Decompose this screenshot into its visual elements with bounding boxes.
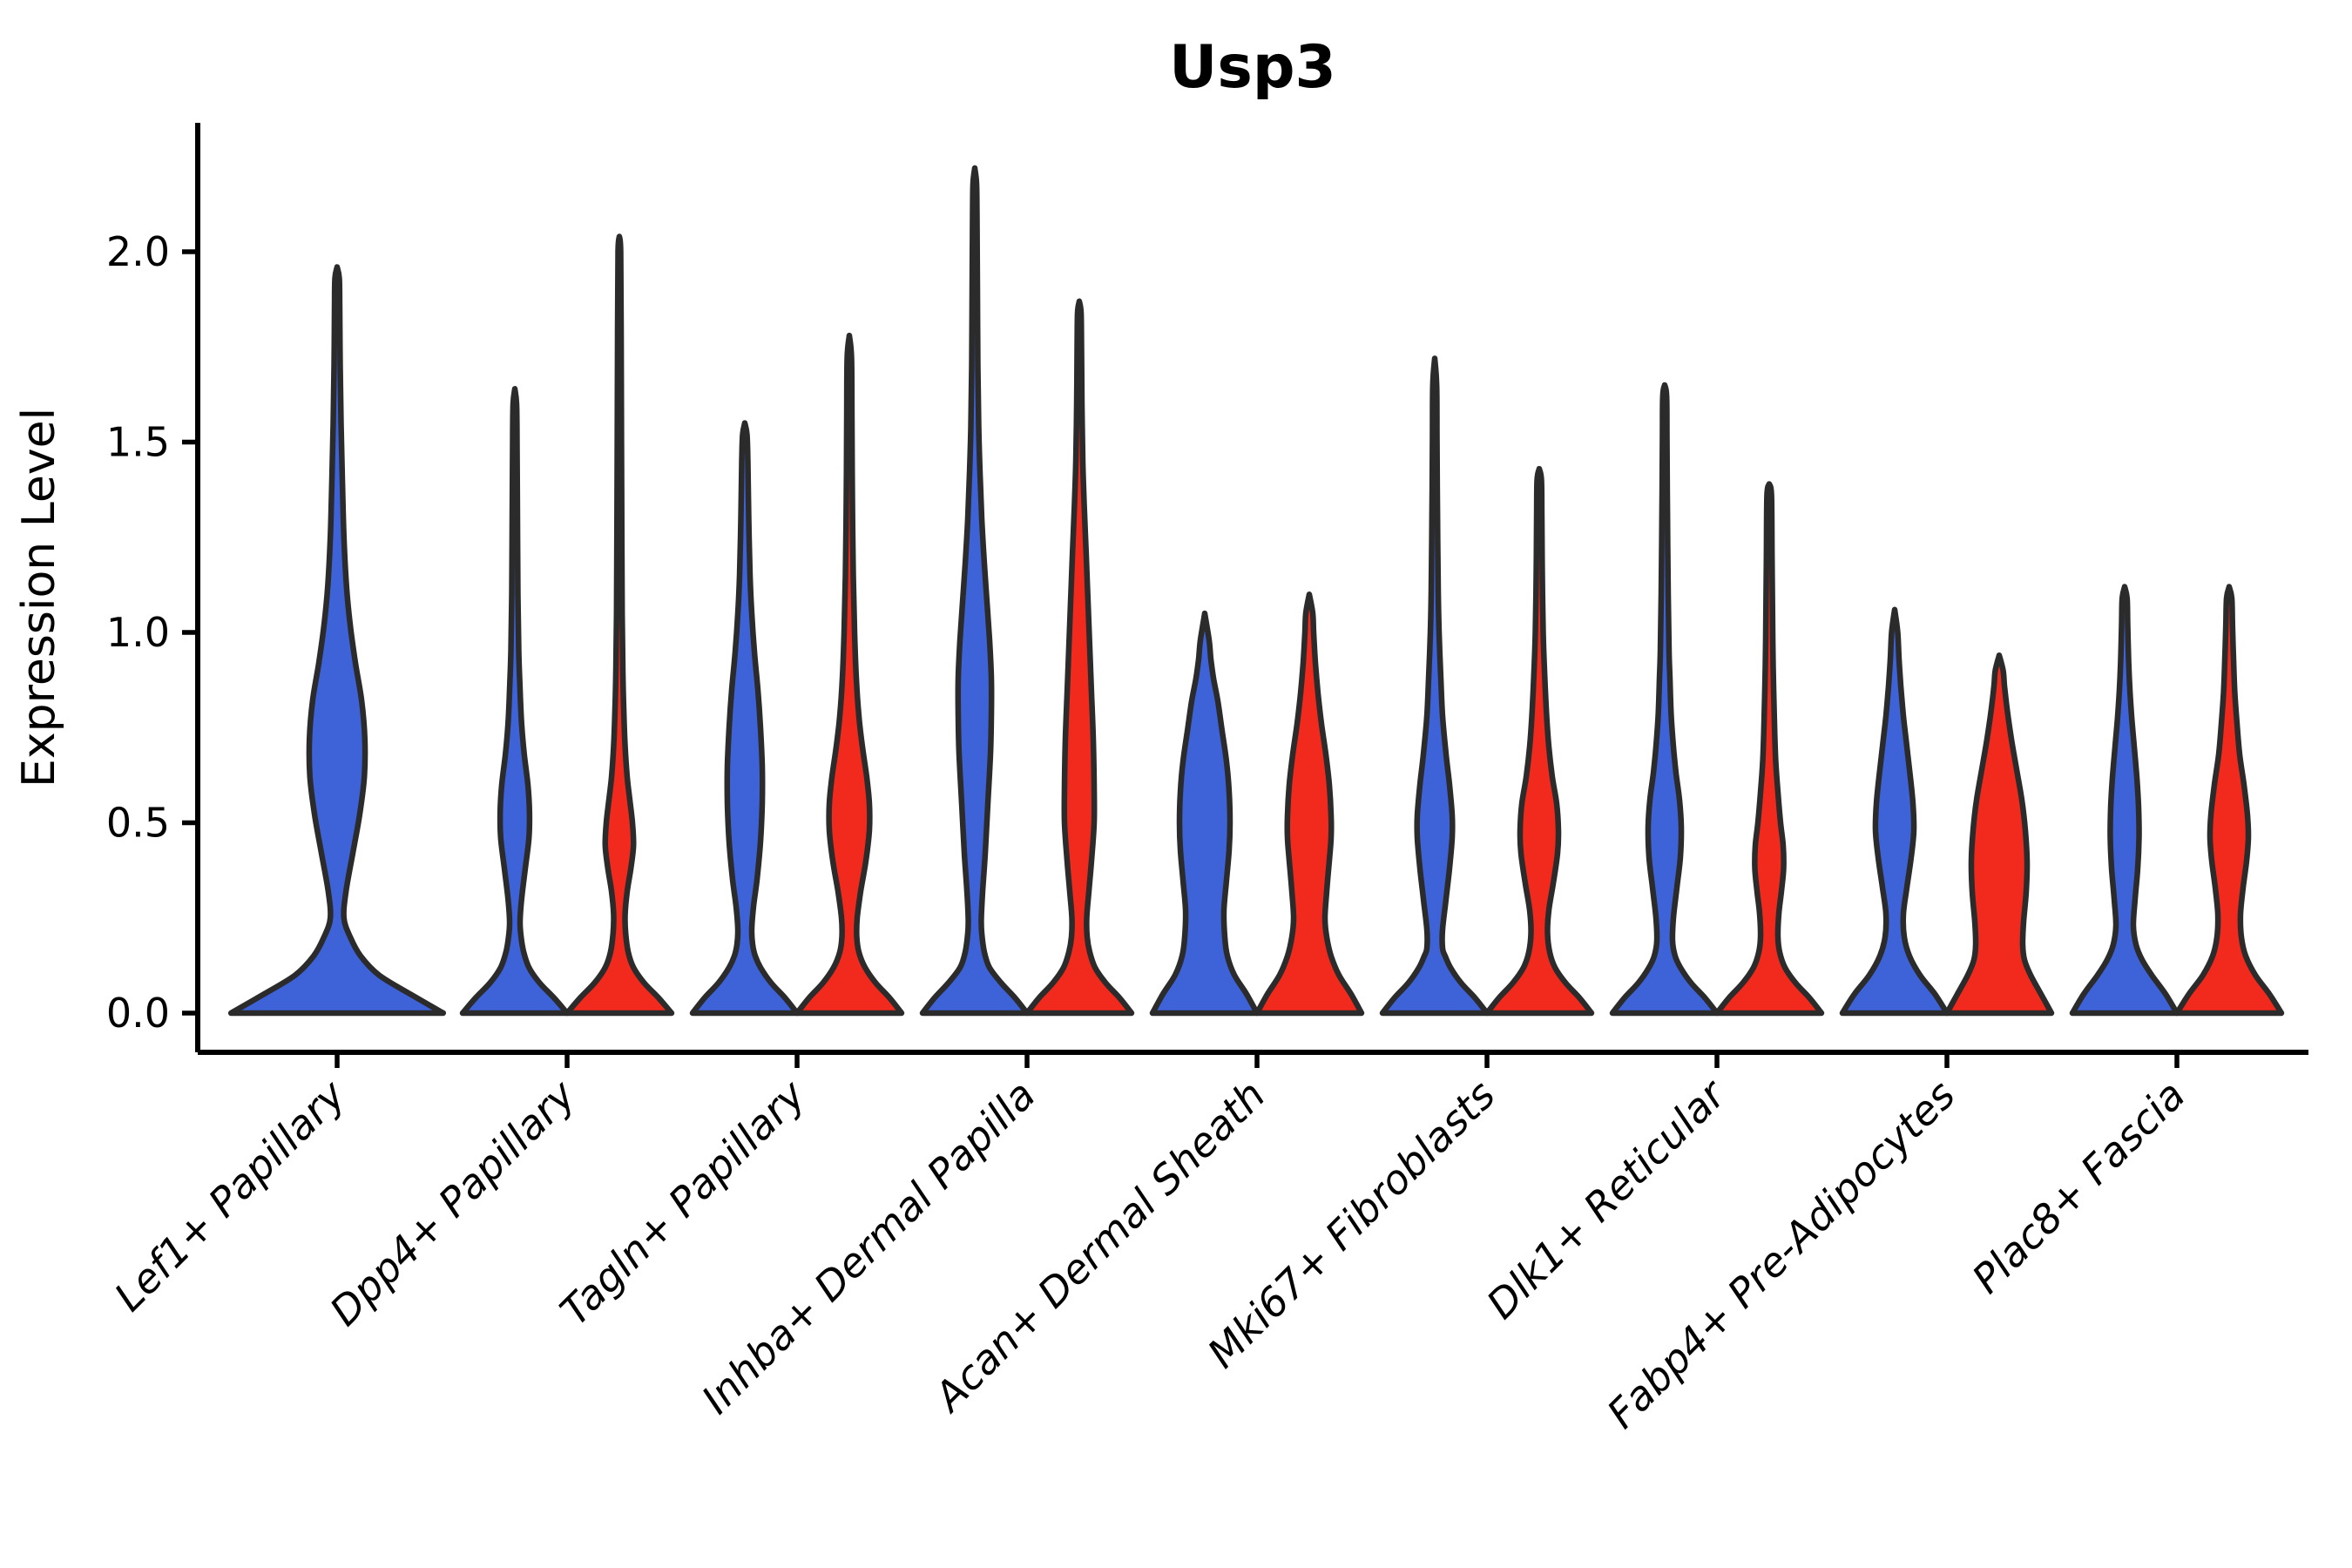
y-axis-label: Expression Level: [13, 408, 65, 787]
y-tick-label: 1.0: [106, 609, 170, 656]
violins: [227, 165, 2285, 1017]
violin-red: [1943, 652, 2055, 1017]
violin-blue: [1839, 606, 1950, 1017]
violin-blue: [689, 420, 801, 1017]
violin-red: [1713, 481, 1825, 1017]
violin-red: [794, 332, 905, 1017]
violin-blue: [1149, 610, 1260, 1017]
violin-blue: [459, 386, 571, 1017]
violin-blue: [2069, 584, 2180, 1017]
chart-title: Usp3: [1169, 33, 1336, 102]
violin-red: [2173, 584, 2285, 1017]
y-tick-label: 2.0: [106, 228, 170, 275]
y-axis: 0.0 0.5 1.0 1.5 2.0: [106, 123, 200, 1052]
violin-blue: [919, 165, 1031, 1017]
violin-blue: [1609, 382, 1720, 1017]
violin-red: [1024, 298, 1135, 1017]
y-tick-label: 1.5: [106, 419, 170, 466]
y-tick-label: 0.5: [106, 800, 170, 847]
violin-blue: [227, 264, 447, 1017]
violin-red: [1254, 591, 1365, 1017]
violin-red: [1484, 465, 1595, 1017]
y-tick-label: 0.0: [106, 990, 170, 1037]
violin-red: [564, 233, 675, 1017]
violin-blue: [1379, 355, 1490, 1017]
